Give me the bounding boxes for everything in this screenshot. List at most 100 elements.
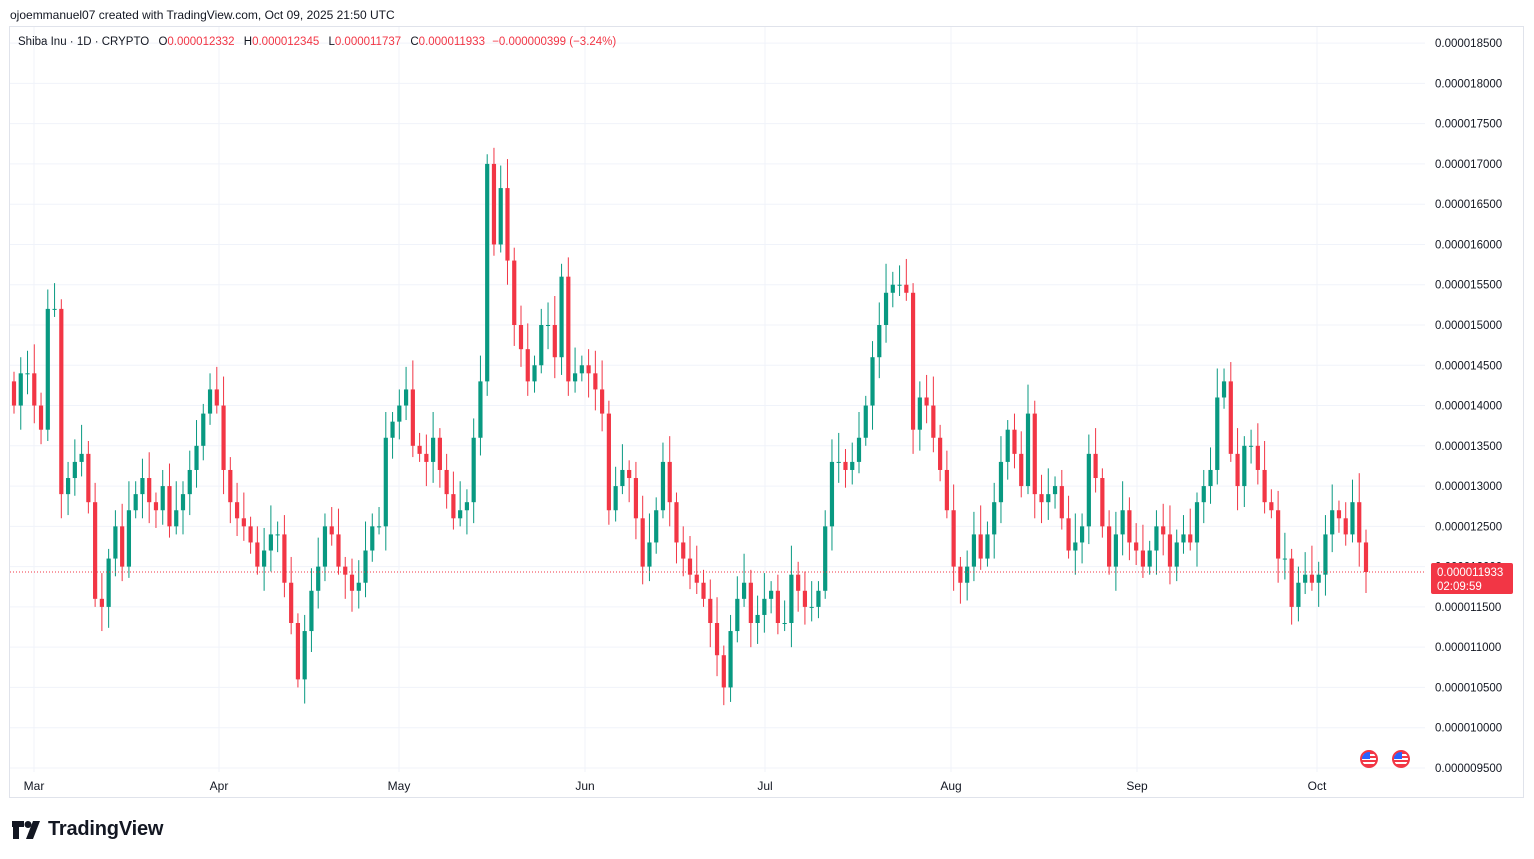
candle[interactable] — [153, 492, 159, 528]
candle[interactable] — [1276, 490, 1281, 583]
candle[interactable] — [113, 510, 118, 577]
candle[interactable] — [86, 440, 91, 514]
candle[interactable] — [79, 424, 84, 477]
candle[interactable] — [836, 432, 841, 483]
candle[interactable] — [1255, 423, 1260, 485]
candle[interactable] — [1235, 428, 1240, 511]
candle[interactable] — [478, 355, 483, 456]
candle[interactable] — [99, 573, 104, 632]
candle[interactable] — [174, 481, 179, 535]
candle[interactable] — [167, 463, 172, 538]
candle[interactable] — [539, 308, 544, 374]
candle[interactable] — [262, 527, 267, 591]
candle[interactable] — [1147, 540, 1152, 575]
candle[interactable] — [1215, 368, 1220, 485]
candle[interactable] — [1343, 502, 1348, 546]
candle[interactable] — [525, 323, 530, 396]
candle[interactable] — [45, 289, 50, 441]
candle[interactable] — [518, 305, 524, 367]
candle[interactable] — [505, 159, 510, 285]
candle[interactable] — [1167, 505, 1173, 585]
candle[interactable] — [316, 537, 321, 609]
candle[interactable] — [1066, 495, 1071, 559]
candle[interactable] — [721, 645, 726, 706]
candle[interactable] — [965, 550, 970, 601]
candle[interactable] — [397, 389, 402, 440]
candle[interactable] — [802, 571, 808, 625]
candle[interactable] — [383, 411, 388, 551]
candle[interactable] — [593, 350, 598, 411]
candle[interactable] — [1161, 503, 1166, 556]
candlestick-chart[interactable]: 0.000018500 0.000018000 0.000017500 0.00001… — [10, 27, 1525, 799]
candle[interactable] — [1201, 469, 1206, 524]
candle[interactable] — [390, 411, 395, 459]
candle[interactable] — [809, 581, 814, 622]
candle[interactable] — [1228, 362, 1233, 462]
candle[interactable] — [856, 411, 862, 474]
candle[interactable] — [295, 613, 301, 688]
candle[interactable] — [464, 489, 470, 535]
candle[interactable] — [133, 481, 138, 519]
candle[interactable] — [194, 420, 199, 488]
candle[interactable] — [971, 511, 977, 582]
candle[interactable] — [214, 366, 219, 414]
candle[interactable] — [613, 466, 618, 522]
candle[interactable] — [106, 548, 111, 628]
candle[interactable] — [782, 600, 787, 632]
candle[interactable] — [248, 516, 253, 554]
candle[interactable] — [917, 381, 922, 451]
candle[interactable] — [343, 556, 348, 599]
candle[interactable] — [910, 283, 916, 454]
candle[interactable] — [1357, 473, 1362, 567]
candle[interactable] — [417, 432, 422, 462]
candle[interactable] — [1113, 511, 1118, 591]
candle[interactable] — [72, 439, 77, 496]
candle[interactable] — [140, 458, 145, 519]
candle[interactable] — [1134, 523, 1139, 566]
candle[interactable] — [532, 355, 537, 393]
candle[interactable] — [52, 283, 57, 317]
candle[interactable] — [1120, 481, 1125, 556]
candle[interactable] — [1181, 515, 1186, 554]
candle[interactable] — [789, 545, 794, 648]
candle[interactable] — [606, 400, 611, 525]
candle[interactable] — [1019, 431, 1024, 498]
candle[interactable] — [1262, 440, 1267, 514]
candle[interactable] — [883, 263, 889, 343]
candle[interactable] — [897, 265, 902, 297]
candle[interactable] — [322, 513, 328, 582]
candle[interactable] — [1248, 429, 1254, 464]
candle[interactable] — [241, 492, 246, 541]
candle[interactable] — [126, 481, 132, 578]
candle[interactable] — [627, 460, 632, 503]
candle[interactable] — [1316, 561, 1321, 607]
candle[interactable] — [437, 428, 442, 488]
candle[interactable] — [1052, 476, 1058, 509]
candle[interactable] — [1330, 484, 1335, 553]
candle[interactable] — [268, 505, 273, 572]
candle[interactable] — [1221, 368, 1227, 409]
candle[interactable] — [863, 395, 868, 446]
candle[interactable] — [1309, 545, 1315, 591]
candle[interactable] — [228, 457, 233, 524]
candle[interactable] — [985, 521, 990, 567]
candle[interactable] — [769, 581, 774, 614]
candle[interactable] — [1073, 513, 1078, 575]
candle[interactable] — [1303, 552, 1308, 595]
tradingview-logo[interactable]: TradingView — [12, 818, 163, 841]
candle[interactable] — [221, 376, 226, 495]
candle[interactable] — [424, 434, 429, 487]
candle[interactable] — [796, 561, 801, 612]
candle[interactable] — [1282, 532, 1287, 580]
candle[interactable] — [660, 442, 666, 519]
candle[interactable] — [762, 573, 767, 633]
candle[interactable] — [512, 247, 517, 346]
candle[interactable] — [701, 569, 706, 607]
candle[interactable] — [180, 481, 186, 535]
candle[interactable] — [1079, 513, 1085, 564]
candle[interactable] — [147, 452, 152, 524]
candle[interactable] — [1208, 447, 1213, 504]
candle[interactable] — [978, 505, 983, 570]
candle[interactable] — [755, 595, 760, 644]
candle[interactable] — [38, 392, 44, 445]
